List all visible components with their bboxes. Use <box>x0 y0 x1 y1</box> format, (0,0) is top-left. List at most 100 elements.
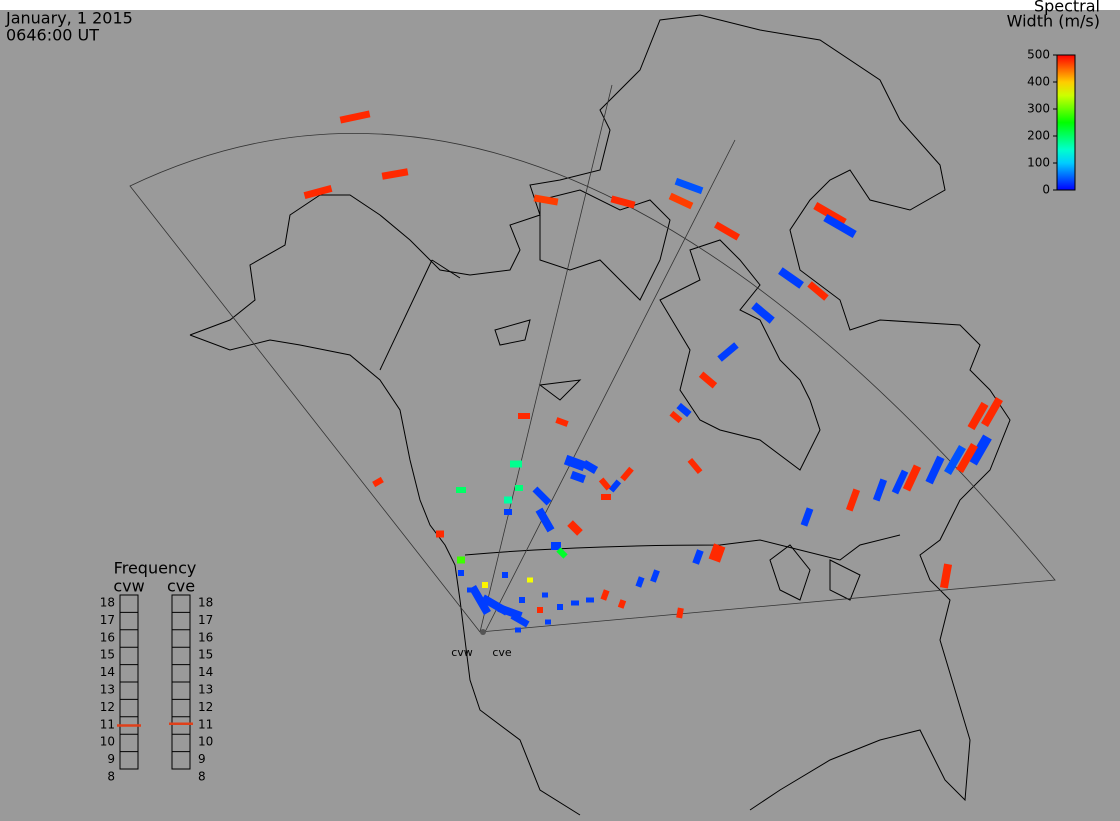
radar-cell <box>381 168 409 180</box>
colorbar-tick-label: 200 <box>1027 129 1050 143</box>
frequency-tick-label: 17 <box>198 613 213 627</box>
radar-cell <box>635 576 645 588</box>
radar-cell <box>510 612 530 628</box>
radar-cell <box>751 302 775 324</box>
radar-cell <box>533 194 559 206</box>
radar-cell <box>944 445 966 475</box>
colorbar-tick-label: 300 <box>1027 102 1050 116</box>
coastline <box>189 14 1011 811</box>
date: January, 1 2015 <box>5 9 133 28</box>
radar-cell <box>504 509 512 515</box>
frequency-tick-label: 18 <box>198 596 213 610</box>
frequency-tick-label: 12 <box>198 700 213 714</box>
coastline <box>464 534 901 561</box>
radar-cell <box>567 520 583 536</box>
radar-cell <box>823 214 857 238</box>
fan-outline <box>129 132 1056 633</box>
radar-cell <box>458 570 464 576</box>
radar-cell <box>586 597 594 603</box>
radar-cell <box>482 582 488 588</box>
coastline <box>494 319 582 401</box>
radar-cell <box>510 460 522 468</box>
radar-cell <box>515 485 523 491</box>
radar-name: cve <box>167 577 195 596</box>
radar-cell <box>303 184 333 200</box>
radar-cell <box>542 592 548 598</box>
coastline <box>769 544 861 601</box>
radar-cell <box>527 577 533 583</box>
frequency-tick-label: 13 <box>198 683 213 697</box>
colorbar-scale <box>1056 54 1076 191</box>
radar-cell <box>456 487 466 493</box>
radar-cell <box>601 494 611 500</box>
radar-cell <box>813 202 847 226</box>
radar-cell <box>692 549 704 565</box>
radar-cell <box>532 486 552 506</box>
radar-cell <box>339 110 371 124</box>
frequency-tick-label: 8 <box>107 770 115 784</box>
radar-cell <box>457 556 465 564</box>
radar-cell <box>555 417 569 427</box>
radar-cell <box>570 470 586 484</box>
colorbar: 0 100 200 300 400 500 <box>1027 48 1076 197</box>
colorbar-title: Spectral <box>1034 0 1100 16</box>
radar-cell <box>778 267 804 289</box>
radar-name: cvw <box>113 577 144 596</box>
frequency-tick-label: 14 <box>198 665 213 679</box>
frequency-tick-label: 12 <box>100 700 115 714</box>
radar-cell <box>708 543 726 563</box>
radar-cell <box>668 192 694 210</box>
coastline <box>189 334 581 816</box>
radar-cell <box>902 464 922 492</box>
radar-cell <box>581 460 599 474</box>
colorbar-tick-label: 500 <box>1027 48 1050 62</box>
cells <box>303 110 1003 633</box>
frequency-tick-label: 9 <box>107 752 115 766</box>
coastline <box>379 259 461 371</box>
radar-cell <box>551 542 561 550</box>
radar-cell <box>687 457 703 475</box>
station-dot <box>480 629 486 635</box>
frequency-title: Frequency <box>114 559 197 578</box>
frequency-tick-label: 11 <box>198 717 213 731</box>
radar-cell <box>669 410 683 424</box>
radar-cell <box>563 454 587 472</box>
radar-cell <box>807 281 829 301</box>
radar-cell <box>436 530 444 538</box>
coastline <box>659 239 821 471</box>
frequency-tick-label: 15 <box>100 648 115 662</box>
colorbar-tick-label: 400 <box>1027 75 1050 89</box>
radar-cell <box>372 476 384 488</box>
radar-cell <box>967 401 989 431</box>
frequency-tick-label: 11 <box>100 717 115 731</box>
colorbar-tick-label: 100 <box>1027 156 1050 170</box>
radar-cell <box>845 488 861 512</box>
frequency-tick-label: 9 <box>198 752 206 766</box>
frequency-tick-label: 10 <box>100 735 115 749</box>
frequency-tick-label: 8 <box>198 770 206 784</box>
colorbar-title: Width (m/s) <box>1007 12 1100 31</box>
fan-edge <box>479 84 736 633</box>
radar-cell <box>537 607 543 613</box>
radar-cell <box>467 587 473 593</box>
radar-cell <box>557 604 563 610</box>
radar-cell <box>610 195 636 209</box>
radar-cell <box>650 569 660 583</box>
radar-cell <box>981 397 1003 427</box>
radar-cell <box>698 371 718 389</box>
radar-cell <box>600 589 610 601</box>
radar-cell <box>608 479 622 493</box>
frequency-tick-label: 16 <box>100 630 115 644</box>
radar-cell <box>598 477 612 491</box>
frequency-tick-label: 14 <box>100 665 115 679</box>
radar-cell <box>620 466 634 482</box>
radar-cell <box>502 572 508 578</box>
radar-cell <box>968 434 992 466</box>
radar-cell <box>674 177 704 195</box>
radar-cell <box>676 402 692 418</box>
frequency-tick-label: 13 <box>100 683 115 697</box>
radar-cell <box>617 599 627 609</box>
radar-cell <box>556 547 568 559</box>
